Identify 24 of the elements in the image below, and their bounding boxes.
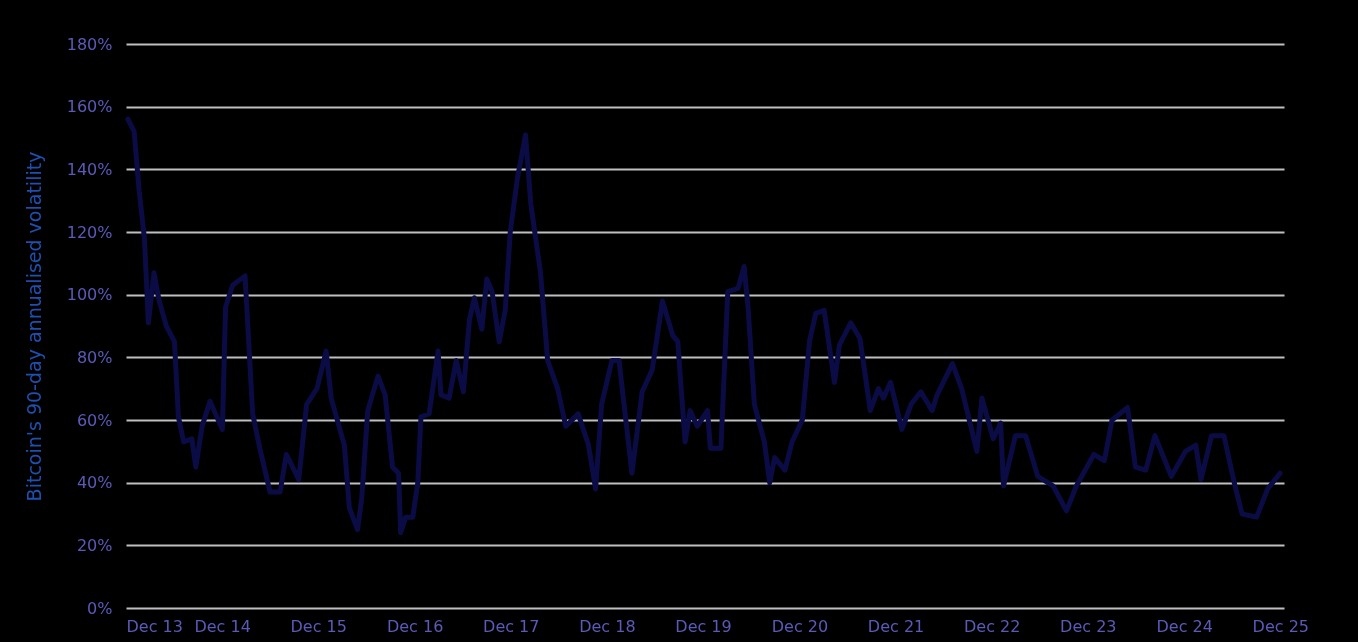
y-tick-label: 100% bbox=[66, 285, 113, 305]
y-tick-label: 160% bbox=[66, 97, 113, 117]
y-tick-label: 60% bbox=[76, 410, 113, 430]
x-tick-label: Dec 16 bbox=[386, 616, 444, 636]
x-tick-label: Dec 18 bbox=[579, 616, 636, 636]
y-tick-label: 20% bbox=[76, 535, 113, 555]
x-tick-label: Dec 23 bbox=[1060, 616, 1117, 636]
y-tick-label: 180% bbox=[66, 34, 113, 54]
y-tick-label: 80% bbox=[76, 347, 113, 367]
x-tick-label: Dec 25 bbox=[1252, 616, 1310, 636]
y-tick-label: 40% bbox=[76, 473, 113, 493]
x-tick-label: Dec 17 bbox=[483, 616, 540, 636]
y-tick-label: 140% bbox=[66, 159, 113, 179]
x-tick-label: Dec 19 bbox=[675, 616, 732, 636]
x-tick-label: Dec 22 bbox=[963, 616, 1021, 636]
y-tick-label: 120% bbox=[66, 222, 113, 242]
y-tick-label: 0% bbox=[87, 598, 113, 618]
x-tick-label: Dec 24 bbox=[1156, 616, 1213, 636]
x-tick-label: Dec 15 bbox=[290, 616, 347, 636]
x-tick-label: Dec 14 bbox=[194, 616, 251, 636]
y-axis-title: Bitcoin's 90-day annualised volatility bbox=[22, 151, 45, 502]
x-tick-label: Dec 13 bbox=[126, 616, 183, 636]
x-tick-label: Dec 21 bbox=[867, 616, 925, 636]
x-tick-label: Dec 20 bbox=[771, 616, 829, 636]
